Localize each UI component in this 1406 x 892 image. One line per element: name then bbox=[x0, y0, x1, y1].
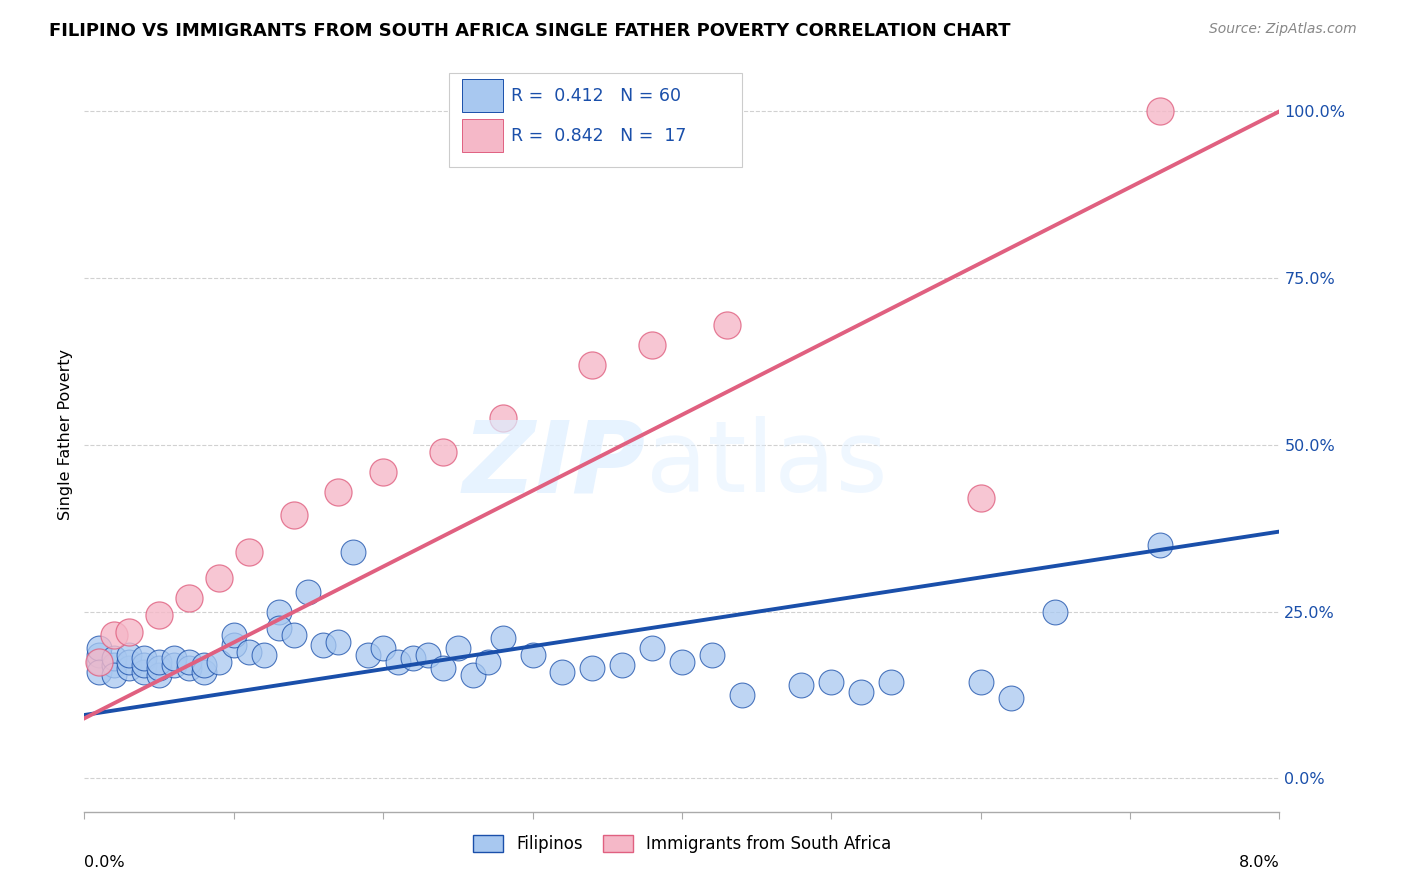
Point bbox=[267, 605, 290, 619]
Point bbox=[177, 661, 200, 675]
FancyBboxPatch shape bbox=[463, 79, 503, 112]
Point bbox=[447, 641, 470, 656]
Point bbox=[193, 657, 215, 672]
Point bbox=[312, 638, 335, 652]
Point bbox=[132, 665, 156, 679]
Text: ZIP: ZIP bbox=[463, 417, 647, 514]
Point bbox=[357, 648, 380, 662]
Point bbox=[208, 655, 231, 669]
Point bbox=[118, 661, 141, 675]
Point bbox=[477, 655, 499, 669]
Point bbox=[641, 641, 664, 656]
Point bbox=[89, 655, 111, 669]
Point bbox=[118, 648, 141, 662]
Point bbox=[716, 318, 738, 332]
Point bbox=[148, 607, 170, 622]
Point bbox=[222, 638, 245, 652]
Point bbox=[970, 491, 993, 506]
Point bbox=[402, 651, 425, 665]
Point bbox=[461, 668, 484, 682]
Point bbox=[103, 628, 125, 642]
Text: FILIPINO VS IMMIGRANTS FROM SOUTH AFRICA SINGLE FATHER POVERTY CORRELATION CHART: FILIPINO VS IMMIGRANTS FROM SOUTH AFRICA… bbox=[49, 22, 1011, 40]
Point bbox=[731, 688, 754, 702]
Point bbox=[283, 628, 305, 642]
Point bbox=[253, 648, 276, 662]
Point bbox=[103, 668, 125, 682]
Point bbox=[163, 657, 186, 672]
Point bbox=[89, 665, 111, 679]
Point bbox=[1149, 104, 1171, 119]
Point bbox=[581, 358, 603, 372]
Point bbox=[416, 648, 439, 662]
Point bbox=[177, 655, 200, 669]
Point bbox=[387, 655, 409, 669]
Point bbox=[820, 674, 842, 689]
Point bbox=[89, 655, 111, 669]
Point bbox=[148, 655, 170, 669]
Point bbox=[790, 678, 813, 692]
Point bbox=[1149, 538, 1171, 552]
Text: atlas: atlas bbox=[647, 417, 887, 514]
Point bbox=[851, 684, 873, 698]
Point bbox=[267, 621, 290, 635]
Point bbox=[148, 668, 170, 682]
Point bbox=[492, 632, 515, 646]
Point bbox=[208, 571, 231, 585]
Point bbox=[328, 484, 350, 499]
Point bbox=[342, 544, 364, 558]
Point bbox=[328, 634, 350, 648]
Point bbox=[297, 584, 319, 599]
Point bbox=[522, 648, 544, 662]
Text: R =  0.412   N = 60: R = 0.412 N = 60 bbox=[510, 87, 681, 104]
Legend: Filipinos, Immigrants from South Africa: Filipinos, Immigrants from South Africa bbox=[465, 829, 898, 860]
Text: Source: ZipAtlas.com: Source: ZipAtlas.com bbox=[1209, 22, 1357, 37]
Point bbox=[970, 674, 993, 689]
Point bbox=[612, 657, 634, 672]
Point bbox=[432, 444, 454, 458]
Point bbox=[118, 655, 141, 669]
Point bbox=[118, 624, 141, 639]
Point bbox=[193, 665, 215, 679]
Point bbox=[132, 657, 156, 672]
Point bbox=[238, 645, 260, 659]
Y-axis label: Single Father Poverty: Single Father Poverty bbox=[58, 350, 73, 520]
Point bbox=[238, 544, 260, 558]
Point bbox=[283, 508, 305, 522]
Point bbox=[89, 648, 111, 662]
Text: 0.0%: 0.0% bbox=[84, 855, 125, 870]
Point bbox=[373, 465, 395, 479]
Point bbox=[148, 661, 170, 675]
Point bbox=[432, 661, 454, 675]
Point bbox=[700, 648, 723, 662]
Point bbox=[671, 655, 693, 669]
Point bbox=[1045, 605, 1067, 619]
Point bbox=[222, 628, 245, 642]
Point bbox=[880, 674, 903, 689]
Point bbox=[132, 651, 156, 665]
Point bbox=[177, 591, 200, 606]
Text: R =  0.842   N =  17: R = 0.842 N = 17 bbox=[510, 127, 686, 145]
FancyBboxPatch shape bbox=[449, 73, 742, 168]
FancyBboxPatch shape bbox=[463, 119, 503, 153]
Point bbox=[492, 411, 515, 425]
Point bbox=[163, 651, 186, 665]
Point bbox=[89, 641, 111, 656]
Point bbox=[1000, 691, 1022, 706]
Point bbox=[373, 641, 395, 656]
Point bbox=[581, 661, 603, 675]
Point bbox=[641, 338, 664, 352]
Text: 8.0%: 8.0% bbox=[1239, 855, 1279, 870]
Point bbox=[103, 657, 125, 672]
Point bbox=[551, 665, 574, 679]
Point bbox=[103, 651, 125, 665]
